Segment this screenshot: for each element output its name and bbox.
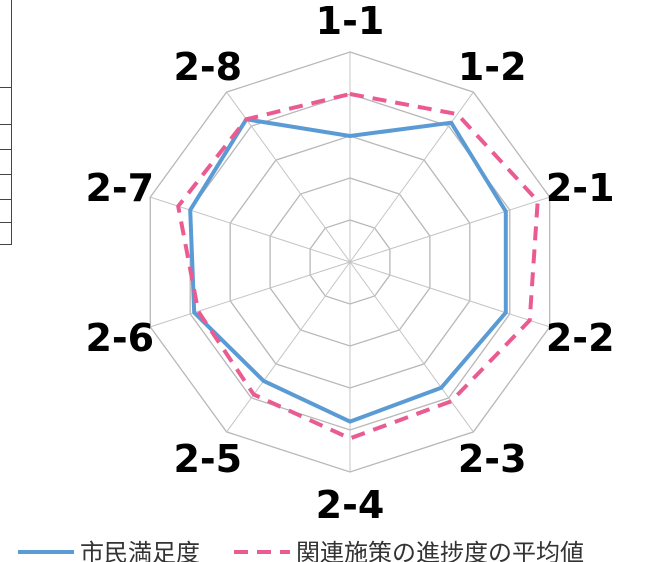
- legend-label-1: 市民満足度: [80, 539, 200, 562]
- grid-spoke: [150, 196, 351, 263]
- series-line-2: [176, 92, 540, 441]
- table-rule: [0, 149, 12, 150]
- axis-label-1-1: 1-1: [316, 0, 385, 43]
- grid-spoke: [349, 91, 474, 263]
- legend-label-2: 関連施策の進捗度の平均値: [296, 539, 584, 562]
- axis-label-2-6: 2-6: [85, 316, 154, 360]
- table-rule: [0, 222, 12, 223]
- grid-spoke: [150, 261, 351, 328]
- grid-spoke: [349, 196, 550, 263]
- grid-spoke: [349, 261, 550, 328]
- table-rule: [0, 124, 12, 125]
- axis-labels: 1-1 1-2 2-1 2-2 2-3 2-4 2-5 2-6 2-7 2-8: [85, 0, 614, 527]
- grid-spoke: [226, 91, 351, 263]
- table-rule: [0, 87, 12, 88]
- table-fragment: [0, 0, 12, 245]
- series-line-1: [188, 117, 508, 424]
- axis-label-2-4: 2-4: [316, 483, 385, 527]
- table-rule: [0, 199, 12, 200]
- axis-label-2-5: 2-5: [173, 437, 242, 481]
- grid-spoke: [226, 261, 351, 433]
- radar-series-group: [176, 92, 540, 441]
- axis-label-2-7: 2-7: [85, 166, 154, 210]
- axis-label-2-1: 2-1: [546, 166, 615, 210]
- table-rule: [0, 174, 12, 175]
- axis-label-2-3: 2-3: [458, 437, 527, 481]
- axis-label-2-8: 2-8: [173, 45, 242, 89]
- axis-label-2-2: 2-2: [546, 316, 615, 360]
- grid-spoke: [349, 261, 474, 433]
- axis-label-1-2: 1-2: [458, 45, 527, 89]
- legend: 市民満足度 関連施策の進捗度の平均値: [18, 539, 584, 562]
